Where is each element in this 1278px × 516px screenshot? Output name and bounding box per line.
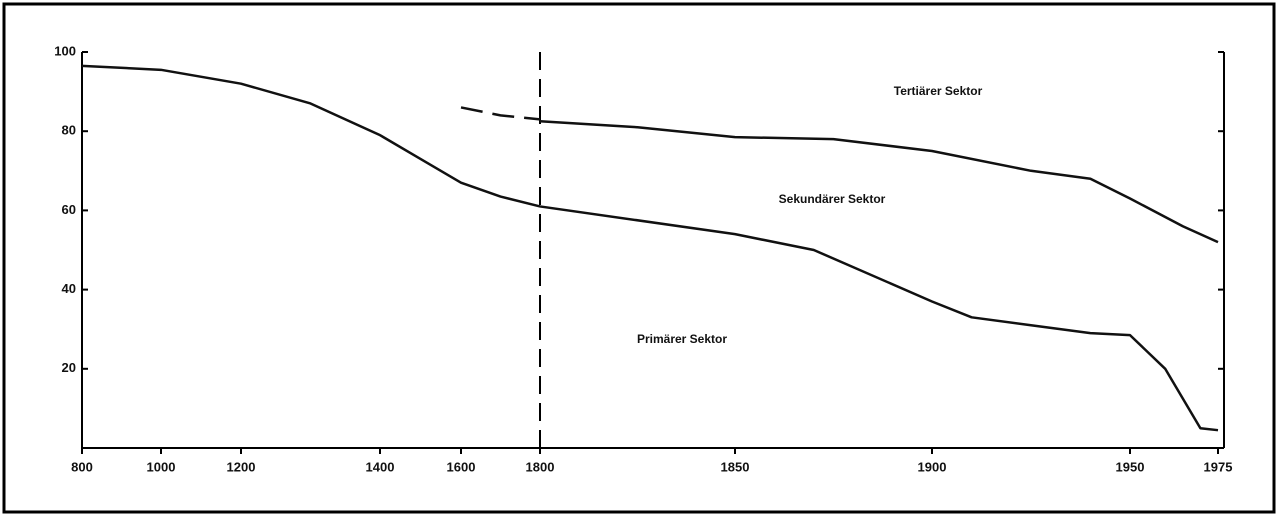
- x-tick-label: 1200: [227, 459, 256, 474]
- y-tick-label: 20: [62, 360, 76, 375]
- series-line: [460, 106, 541, 121]
- x-tick-label: 1000: [147, 459, 176, 474]
- x-tick-label: 1900: [918, 459, 947, 474]
- x-tick-label: 1400: [366, 459, 395, 474]
- annotation: Sekundärer Sektor: [779, 192, 886, 206]
- x-tick-label: 1950: [1116, 459, 1145, 474]
- x-tick-label: 1975: [1204, 459, 1233, 474]
- y-tick-label: 40: [62, 281, 76, 296]
- x-tick-label: 1600: [447, 459, 476, 474]
- y-tick-label: 80: [62, 123, 76, 138]
- x-tick-label: 800: [71, 459, 93, 474]
- series-line: [81, 64, 1219, 432]
- annotation: Tertiärer Sektor: [894, 84, 983, 98]
- series-line: [539, 120, 1219, 244]
- y-tick-label: 60: [62, 202, 76, 217]
- annotation: Primärer Sektor: [637, 332, 727, 346]
- y-tick-label: 100: [54, 43, 76, 58]
- x-tick-label: 1800: [526, 459, 555, 474]
- x-tick-label: 1850: [721, 459, 750, 474]
